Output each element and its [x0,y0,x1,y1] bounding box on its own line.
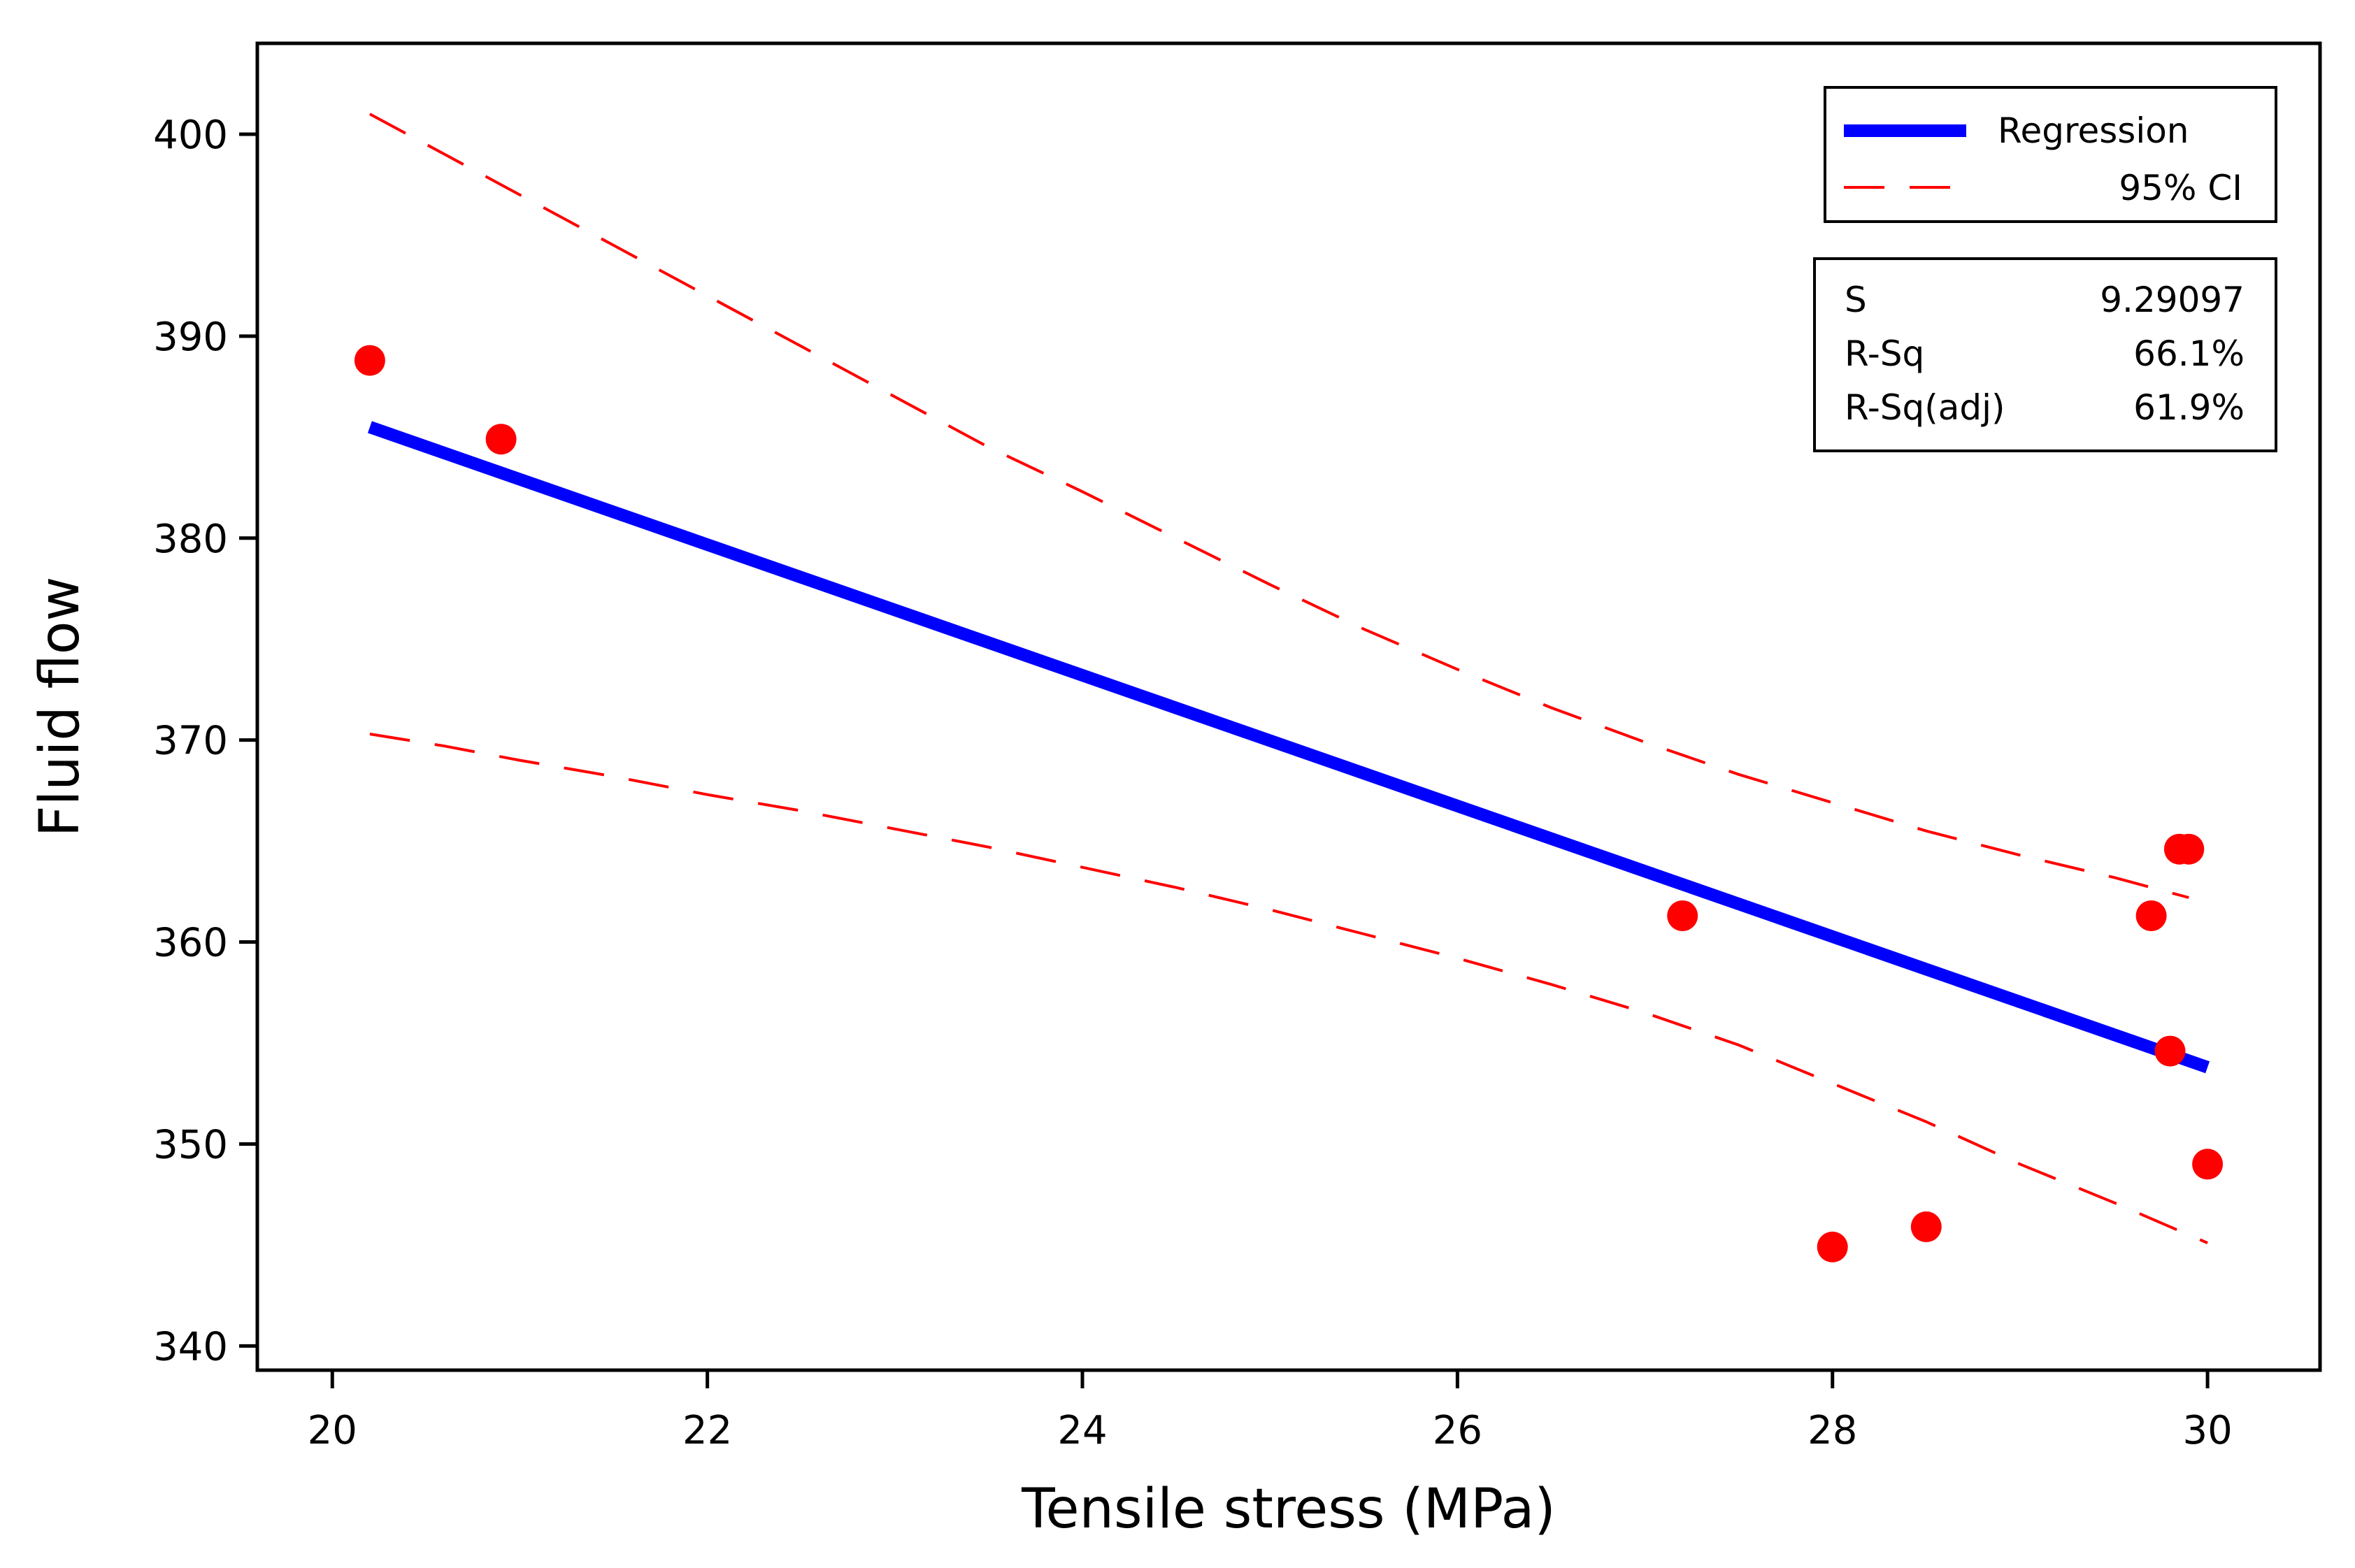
y-tick-label: 380 [153,517,228,562]
data-point [1910,1211,1942,1242]
ci-upper-line [368,113,2189,899]
data-point [1667,900,1698,931]
stat-label: S [1845,280,1867,320]
data-point [354,345,385,376]
stat-value: 66.1% [2133,333,2245,374]
data-point [2192,1149,2224,1180]
stat-label: R-Sq [1845,333,1924,374]
data-point [2135,900,2167,931]
data-points [354,345,2224,1263]
x-axis-title: Tensile stress (MPa) [1021,1478,1556,1541]
legend-regression-label: Regression [1998,110,2189,151]
y-tick-label: 350 [153,1122,228,1167]
plot-frame [255,41,2322,1372]
series-layer [367,113,2210,1244]
stat-label: R-Sq(adj) [1845,387,2005,428]
x-tick-label: 20 [308,1408,357,1453]
x-tick-label: 24 [1057,1408,1107,1453]
y-axis-title: Fluid flow [29,577,92,837]
y-tick-label: 340 [153,1324,228,1369]
ci-lower-line [369,733,2208,1244]
legend-box [1824,86,2277,223]
tick-marks [239,132,2210,1388]
legend-ci-label: 95% CI [2119,168,2242,208]
data-point [1817,1231,1848,1263]
x-tick-label: 30 [2182,1408,2232,1453]
x-tick-label: 22 [682,1408,732,1453]
y-tick-label: 370 [153,719,228,764]
stats-box: S 9.29097 R-Sq 66.1% R-Sq(adj) 61.9% [1813,257,2277,452]
data-point [2173,833,2205,865]
y-tick-label: 360 [153,921,228,966]
x-tick-label: 26 [1433,1408,1482,1453]
data-point [2154,1035,2186,1067]
x-tick-label: 28 [1808,1408,1857,1453]
y-tick-label: 400 [153,113,228,158]
stat-value: 9.29097 [2100,280,2245,320]
data-point [485,424,517,455]
stats-frame [1813,257,2277,452]
regression-line [367,421,2210,1074]
tick-labels: 20 22 24 26 28 30 340 350 360 370 380 390 400 [153,113,2233,1453]
y-tick-label: 390 [153,315,228,360]
legend: Regression 95% CI [1824,86,2277,223]
stat-value: 61.9% [2133,387,2245,428]
